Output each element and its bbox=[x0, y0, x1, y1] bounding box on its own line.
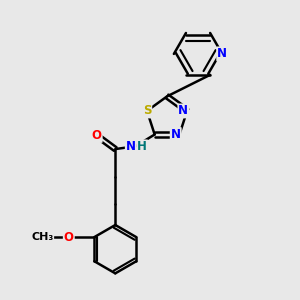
Text: N: N bbox=[217, 47, 227, 60]
Text: N: N bbox=[171, 128, 181, 141]
Text: H: H bbox=[137, 140, 147, 153]
Text: CH₃: CH₃ bbox=[31, 232, 54, 242]
Text: O: O bbox=[92, 129, 102, 142]
Text: S: S bbox=[143, 104, 151, 117]
Text: N: N bbox=[178, 104, 188, 117]
Text: O: O bbox=[64, 231, 74, 244]
Text: N: N bbox=[126, 140, 136, 153]
